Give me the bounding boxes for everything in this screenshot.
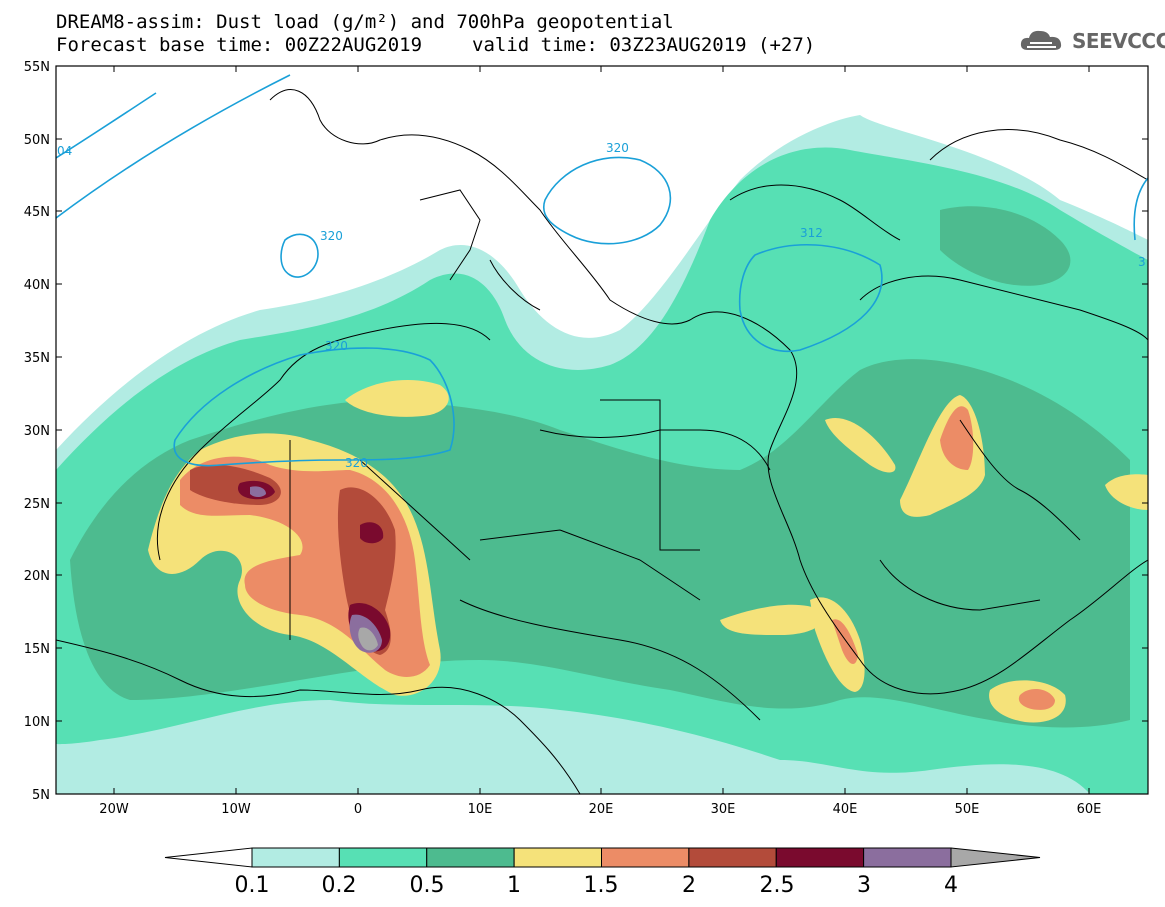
colorbar-cell	[775, 847, 865, 868]
colorbar-labels: 0.1 0.2 0.5 1 1.5 2 2.5 3 4	[235, 873, 959, 898]
lat-label: 5N	[32, 788, 50, 803]
dust-band-1-iran	[1105, 474, 1148, 510]
logo-text: SEEVCCC	[1072, 29, 1165, 53]
dust-band-1-ethiopia	[810, 597, 865, 692]
colorbar-cell	[688, 847, 777, 868]
colorbar-cell	[338, 847, 428, 868]
lon-label: 30E	[711, 802, 736, 817]
cloud-icon	[1020, 30, 1062, 50]
forecast-base-time: Forecast base time: 00Z22AUG2019	[56, 34, 423, 56]
colorbar-level-label: 2.5	[760, 873, 795, 898]
colorbar-level-label: 0.5	[410, 873, 445, 898]
colorbar: 0.1 0.2 0.5 1 1.5 2 2.5 3 4	[164, 847, 1041, 898]
contour-label-sahara: 320	[345, 456, 368, 470]
dust-band-4	[358, 627, 378, 651]
colorbar-level-label: 0.2	[322, 873, 357, 898]
colorbar-level-label: 1.5	[584, 873, 619, 898]
colorbar-level-label: 0.1	[235, 873, 270, 898]
dust-band-1-atlas	[345, 380, 449, 417]
longitude-axis: 20W 10W 0 10E 20E 30E 40E 50E 60E	[99, 66, 1101, 817]
colorbar-level-label: 2	[682, 873, 696, 898]
lon-label: 60E	[1077, 802, 1102, 817]
dust-band-3-west	[250, 486, 266, 497]
colorbar-cell	[513, 847, 602, 868]
seevccc-logo: SEEVCCC	[1018, 26, 1165, 56]
contour-label-atlas: 320	[325, 339, 348, 353]
colorbar-cell-above	[950, 847, 1041, 868]
lat-label: 10N	[24, 715, 50, 730]
lat-label: 35N	[24, 351, 50, 366]
colorbar-cells	[164, 847, 1041, 868]
dust-band-1.5-gulf	[940, 406, 974, 470]
colorbar-cell-below	[164, 847, 253, 868]
lat-label: 45N	[24, 205, 50, 220]
latitude-axis: 55N 50N 45N 40N 35N 30N 25N 20N 15N 10N …	[24, 60, 1148, 803]
colorbar-level-label: 4	[944, 873, 958, 898]
contour-label-spain: 320	[320, 229, 343, 243]
dust-band-2.5-mali	[360, 522, 384, 544]
lat-label: 15N	[24, 642, 50, 657]
contour-label-atlantic: 04	[57, 144, 72, 158]
valid-time: valid time: 03Z23AUG2019 (+27)	[472, 34, 816, 56]
dust-field: 320 320 312 320 320 04 3	[56, 66, 1148, 794]
contour-label-balkans: 320	[606, 141, 629, 155]
lat-label: 20N	[24, 569, 50, 584]
map-title: DREAM8-assim: Dust load (g/m²) and 700hP…	[56, 11, 674, 33]
lat-label: 55N	[24, 60, 50, 75]
dust-band-1-sudan	[720, 604, 823, 635]
lon-label: 40E	[833, 802, 858, 817]
map-subtitle: Forecast base time: 00Z22AUG2019 valid ti…	[56, 35, 815, 55]
lon-label: 10E	[468, 802, 493, 817]
colorbar-cell	[863, 847, 952, 868]
lon-label: 10W	[221, 802, 251, 817]
lon-label: 20W	[99, 802, 129, 817]
lon-label: 20E	[589, 802, 614, 817]
lat-label: 40N	[24, 278, 50, 293]
colorbar-cell	[601, 847, 690, 868]
colorbar-cell	[426, 847, 515, 868]
lat-label: 30N	[24, 424, 50, 439]
lat-label: 25N	[24, 497, 50, 512]
dust-band-1.5-yemen	[1018, 688, 1055, 710]
dust-band-0.5-north	[940, 206, 1071, 286]
lat-label: 50N	[24, 133, 50, 148]
contour-label-caspian: 3	[1138, 255, 1146, 269]
geopotential-contours	[56, 74, 1148, 467]
colorbar-cell	[251, 847, 340, 868]
coastlines	[56, 89, 1148, 794]
colorbar-level-label: 3	[857, 873, 871, 898]
colorbar-level-label: 1	[507, 873, 521, 898]
lon-label: 50E	[955, 802, 980, 817]
dust-band-1-arabia	[825, 418, 896, 473]
lon-label: 0	[354, 802, 362, 817]
contour-label-turkey: 312	[800, 226, 823, 240]
